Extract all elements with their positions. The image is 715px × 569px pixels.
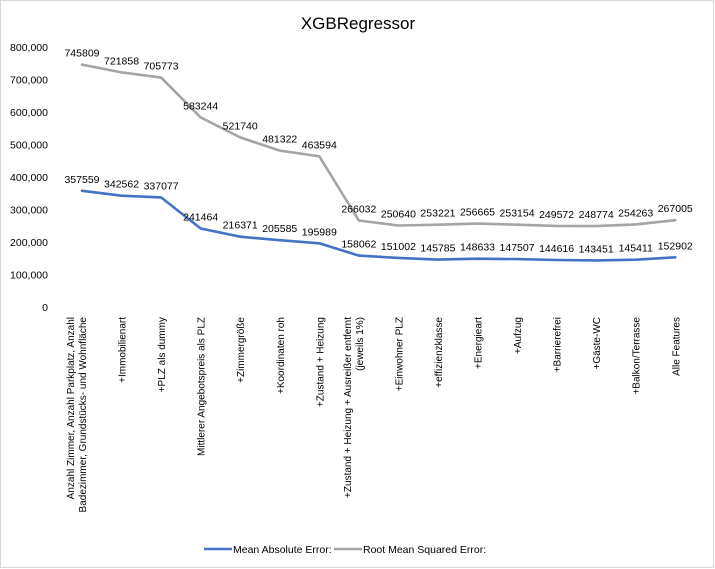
data-label: 705773 bbox=[144, 61, 179, 73]
data-label: 463594 bbox=[302, 139, 337, 151]
x-category-label: Mittlerer Angebotspreis als PLZ bbox=[197, 317, 208, 456]
legend-label: Mean Absolute Error: bbox=[233, 544, 332, 556]
y-tick-label: 0 bbox=[42, 302, 48, 314]
y-axis-ticks: 0 100,000 200,000 300,000 400,000 500,000 600,… bbox=[10, 42, 48, 314]
y-tick-label: 600,000 bbox=[10, 107, 48, 119]
data-label: 144616 bbox=[539, 243, 574, 255]
legend-label: Root Mean Squared Error: bbox=[363, 544, 486, 556]
data-label: 216371 bbox=[223, 220, 258, 232]
y-tick-label: 200,000 bbox=[10, 237, 48, 249]
x-category-label: +Koordinaten roh bbox=[276, 317, 287, 394]
data-label: 143451 bbox=[579, 243, 614, 255]
data-label: 148633 bbox=[460, 242, 495, 254]
x-category-label: +Zimmergröße bbox=[236, 317, 247, 383]
chart-title: XGBRegressor bbox=[301, 14, 416, 33]
x-axis-categories: Anzahl Zimmer, Anzahl Parkplatz, AnzahlB… bbox=[66, 317, 682, 513]
data-label: 721858 bbox=[104, 55, 139, 67]
x-category-label: Anzahl Zimmer, Anzahl Parkplatz, AnzahlB… bbox=[66, 317, 89, 513]
data-labels: 357559 342562 337077 241464 216371 205585 1959… bbox=[64, 48, 692, 256]
x-category-label: +effizienzklasse bbox=[434, 317, 445, 388]
data-label: 250640 bbox=[381, 209, 416, 221]
data-label: 583244 bbox=[183, 100, 218, 112]
legend: Mean Absolute Error: Root Mean Squared Er… bbox=[204, 544, 486, 556]
y-tick-label: 800,000 bbox=[10, 42, 48, 54]
x-category-label: +Balkon/Terrasse bbox=[632, 317, 643, 395]
data-label: 152902 bbox=[658, 240, 693, 252]
y-tick-label: 700,000 bbox=[10, 75, 48, 87]
data-label: 267005 bbox=[658, 203, 693, 215]
x-category-label: +Zustand + Heizung bbox=[315, 317, 326, 407]
data-label: 158062 bbox=[341, 239, 376, 251]
data-label: 249572 bbox=[539, 209, 574, 221]
x-category-label: +Gäste-WC bbox=[592, 317, 603, 370]
x-category-label: +Zustand + Heizung + Ausreißer entfernt(… bbox=[343, 317, 366, 498]
y-tick-label: 400,000 bbox=[10, 172, 48, 184]
data-label: 337077 bbox=[144, 180, 179, 192]
x-category-label: Alle Features bbox=[671, 317, 682, 376]
data-label: 241464 bbox=[183, 212, 218, 224]
data-label: 195989 bbox=[302, 226, 337, 238]
series-line-mae bbox=[80, 189, 677, 262]
series-line-rmse bbox=[80, 63, 677, 228]
data-label: 521740 bbox=[223, 120, 258, 132]
data-label: 342562 bbox=[104, 179, 139, 191]
y-tick-label: 300,000 bbox=[10, 205, 48, 217]
data-label: 254263 bbox=[618, 207, 653, 219]
x-category-label: +PLZ als dummy bbox=[157, 317, 168, 392]
data-label: 147507 bbox=[500, 242, 535, 254]
data-label: 256665 bbox=[460, 207, 495, 219]
y-tick-label: 100,000 bbox=[10, 270, 48, 282]
data-label: 145411 bbox=[619, 243, 653, 255]
data-label: 145785 bbox=[420, 243, 455, 255]
data-label: 205585 bbox=[262, 223, 297, 235]
x-category-label: +Einwohner PLZ bbox=[394, 317, 405, 391]
y-tick-label: 500,000 bbox=[10, 140, 48, 152]
data-label: 253221 bbox=[420, 208, 455, 220]
x-category-label: +Immobilienart bbox=[118, 317, 129, 383]
data-label: 253154 bbox=[500, 208, 535, 220]
series-lines bbox=[80, 63, 677, 262]
data-label: 745809 bbox=[64, 48, 99, 60]
x-category-label: +Energieart bbox=[474, 317, 485, 369]
data-label: 481322 bbox=[262, 134, 297, 146]
data-label: 248774 bbox=[579, 209, 614, 221]
x-category-label: +Aufzug bbox=[513, 317, 524, 354]
data-label: 266032 bbox=[341, 204, 376, 216]
x-category-label: +Barrierefrei bbox=[553, 317, 564, 372]
data-label: 357559 bbox=[64, 174, 99, 186]
data-label: 151002 bbox=[381, 241, 416, 253]
